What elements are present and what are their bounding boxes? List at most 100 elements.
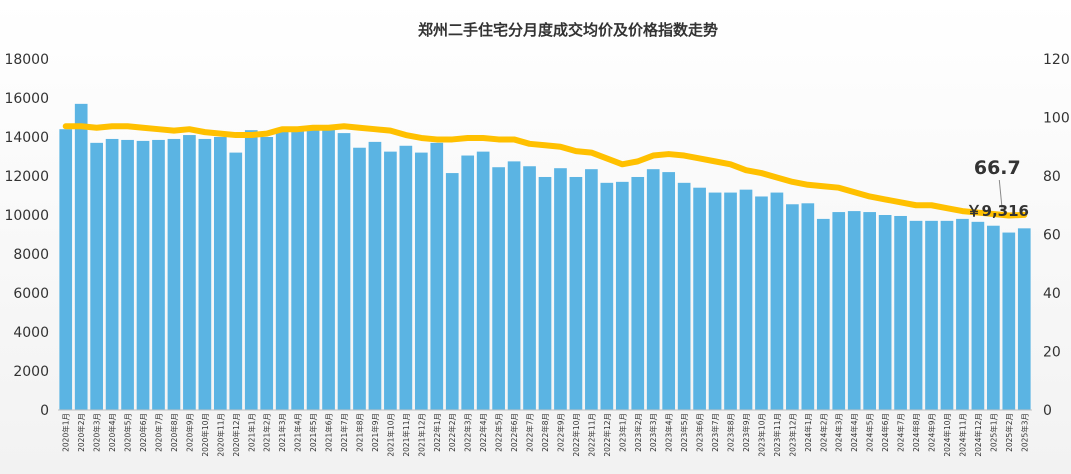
bar [183, 135, 196, 411]
bar [631, 176, 645, 410]
bar [600, 182, 614, 410]
x-axis-tick-label: 2025年2月 [1004, 413, 1014, 452]
x-axis-tick-label: 2022年2月 [447, 413, 457, 452]
x-axis-tick-label: 2020年10月 [200, 413, 210, 457]
bar [275, 131, 289, 410]
bar [724, 192, 737, 410]
bar [786, 204, 799, 410]
x-axis-tick-label: 2022年12月 [602, 413, 612, 457]
right-axis-tick-label: 80 [1043, 169, 1061, 185]
bar [399, 145, 413, 410]
bar-series [59, 103, 1031, 411]
x-axis-tick-label: 2023年11月 [772, 413, 782, 457]
bar [105, 138, 119, 410]
bar [121, 139, 134, 410]
x-axis-tick-label: 2025年3月 [1019, 413, 1029, 452]
bar [677, 182, 691, 410]
bar [152, 139, 165, 410]
x-axis-tick-label: 2023年7月 [710, 413, 720, 452]
bar [925, 220, 938, 410]
x-axis-tick-label: 2020年7月 [154, 413, 164, 452]
x-axis-tick-label: 2022年5月 [494, 413, 504, 452]
x-axis-tick-label: 2023年5月 [679, 413, 689, 452]
bar [739, 189, 753, 410]
x-axis-tick-label: 2024年12月 [973, 413, 983, 457]
left-axis-tick-label: 10000 [4, 208, 49, 224]
bar [538, 176, 552, 410]
bar [755, 196, 768, 410]
bar [136, 140, 150, 410]
x-axis-tick-label: 2020年2月 [76, 413, 86, 452]
bar [662, 172, 676, 410]
x-axis-tick-label: 2020年4月 [107, 413, 117, 452]
x-axis-tick-label: 2020年11月 [215, 413, 225, 457]
x-axis-tick-label: 2021年2月 [262, 413, 272, 452]
bar [507, 161, 521, 411]
x-axis-tick-label: 2023年3月 [648, 413, 658, 452]
bar [554, 168, 567, 410]
bar [414, 152, 428, 410]
x-axis-tick-label: 2022年3月 [463, 413, 473, 452]
price-annotation: ￥9,316 [967, 202, 1029, 220]
x-axis-tick-label: 2020年3月 [92, 413, 102, 452]
x-axis-tick-label: 2023年2月 [633, 413, 643, 452]
bar [940, 220, 954, 410]
x-axis-tick-label: 2022年8月 [540, 413, 550, 452]
x-axis-tick-label: 2024年4月 [849, 413, 859, 452]
bar [693, 187, 706, 410]
x-axis-tick-label: 2024年2月 [818, 413, 828, 452]
x-axis-tick-label: 2024年6月 [880, 413, 890, 452]
bar [909, 220, 923, 410]
chart-title: 郑州二手住宅分月度成交均价及价格指数走势 [418, 21, 718, 39]
bar [847, 211, 861, 410]
index-annotation: 66.7 [974, 157, 1021, 179]
bar [291, 129, 304, 410]
annotation-leader-line [998, 179, 1003, 211]
left-axis-tick-label: 6000 [13, 286, 49, 302]
bar [430, 142, 444, 410]
x-axis-tick-label: 2021年6月 [324, 413, 334, 452]
x-axis-tick-label: 2022年11月 [586, 413, 596, 457]
bar [492, 167, 505, 410]
x-axis-tick-label: 2024年3月 [834, 413, 844, 452]
left-axis-tick-label: 8000 [13, 247, 49, 263]
x-axis-tick-label: 2020年12月 [231, 413, 241, 457]
bar [1017, 228, 1031, 410]
x-axis-tick-label: 2023年12月 [787, 413, 797, 457]
x-axis-tick-label: 2025年1月 [988, 413, 998, 452]
bar [801, 203, 815, 410]
x-axis-tick-label: 2022年10月 [571, 413, 581, 457]
x-axis-tick-label: 2023年8月 [726, 413, 736, 452]
x-axis-ticks: 2020年1月 2020年2月 2020年3月 2020年4月 2020年5月 2020年… [58, 409, 1032, 457]
bar [445, 173, 459, 410]
bar [244, 130, 258, 411]
bar [337, 133, 351, 410]
right-axis-tick-label: 0 [1043, 403, 1052, 419]
bar [476, 151, 490, 411]
bar [1002, 232, 1016, 410]
x-axis-tick-label: 2021年9月 [370, 413, 380, 452]
x-axis-tick-label: 2021年8月 [355, 413, 365, 452]
bar [306, 127, 320, 410]
x-axis-tick-label: 2022年7月 [525, 413, 535, 452]
bar [894, 215, 907, 410]
bar [90, 142, 103, 410]
x-axis-tick-label: 2020年5月 [123, 413, 133, 452]
x-axis-tick-label: 2024年11月 [957, 413, 967, 457]
x-axis-tick-label: 2021年3月 [277, 413, 287, 452]
x-axis-tick-label: 2024年9月 [927, 413, 937, 452]
x-axis-tick-label: 2024年10月 [942, 413, 952, 457]
bar [167, 138, 181, 410]
left-axis-tick-label: 0 [40, 403, 49, 419]
left-axis-tick-label: 12000 [4, 169, 49, 185]
bar [198, 138, 212, 410]
x-axis-tick-label: 2023年4月 [664, 413, 674, 452]
left-axis-tick-label: 2000 [13, 364, 49, 380]
x-axis-tick-label: 2022年1月 [432, 413, 442, 452]
left-axis-tick-label: 4000 [13, 325, 49, 341]
bar [353, 147, 366, 411]
bar [523, 166, 536, 410]
left-axis-tick-label: 14000 [4, 130, 49, 146]
x-axis-tick-label: 2020年6月 [138, 413, 148, 452]
